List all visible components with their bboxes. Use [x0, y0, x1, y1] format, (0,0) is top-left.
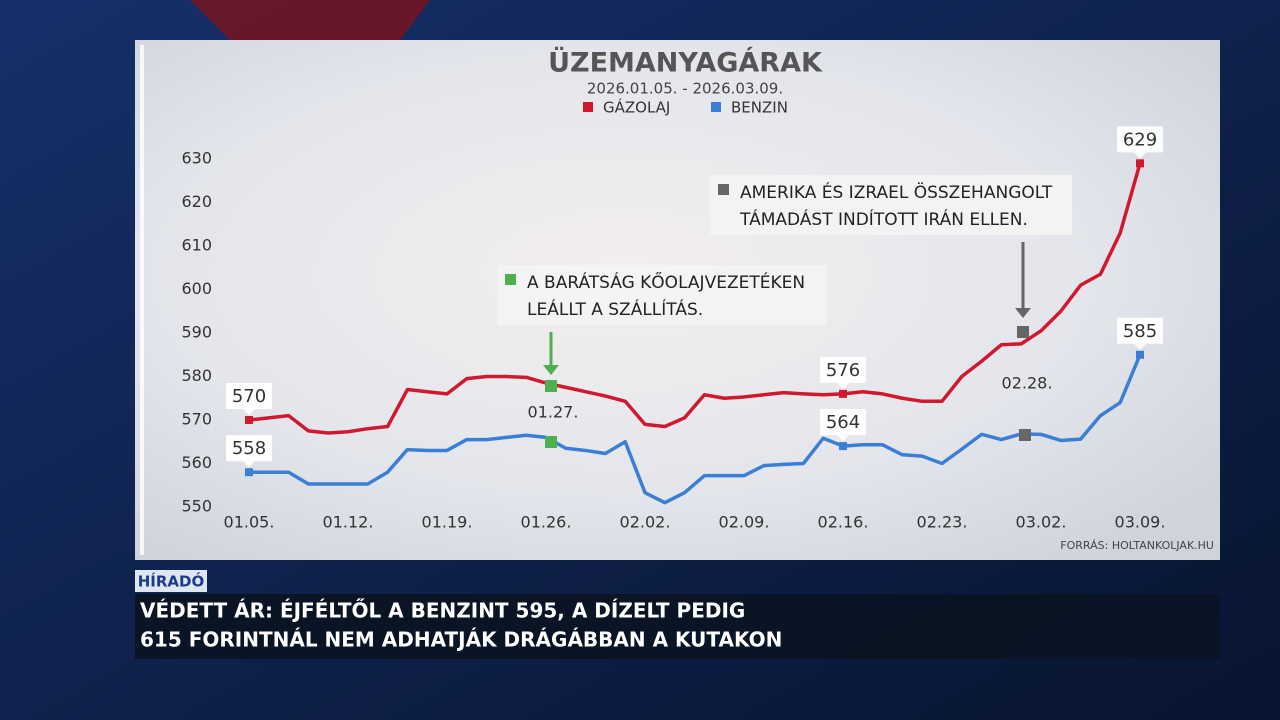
news-bar	[135, 594, 1220, 659]
x-tick-label: 01.05.	[224, 513, 275, 532]
annotation-arrowhead	[543, 365, 559, 375]
y-tick-label: 560	[181, 453, 212, 472]
legend-label: GÁZOLAJ	[603, 98, 670, 117]
annotation-box	[497, 265, 827, 325]
chart-subtitle: 2026.01.05. - 2026.03.09.	[587, 80, 783, 98]
point-marker	[839, 389, 847, 398]
point-marker	[1136, 350, 1144, 359]
x-tick-label: 01.26.	[521, 513, 572, 532]
x-tick-label: 01.19.	[422, 513, 473, 532]
y-tick-label: 570	[181, 410, 212, 429]
value-label-pointer	[837, 382, 849, 389]
event-marker	[545, 436, 557, 448]
x-tick-label: 01.12.	[323, 513, 374, 532]
value-label-bg	[226, 383, 272, 409]
news-label-bg	[135, 570, 207, 592]
chart-title: ÜZEMANYAGÁRAK	[548, 46, 823, 79]
y-tick-label: 630	[181, 149, 212, 168]
value-label-bg	[1117, 126, 1163, 153]
value-label-pointer	[1134, 343, 1146, 350]
x-tick-label: 02.09.	[719, 513, 770, 532]
annotation-arrowhead	[1015, 308, 1031, 318]
x-tick-label: 03.09.	[1115, 513, 1166, 532]
event-marker	[545, 380, 557, 392]
y-tick-label: 610	[181, 236, 212, 255]
panel-edge	[140, 45, 144, 555]
legend-swatch	[711, 102, 721, 112]
series-line	[248, 162, 1142, 435]
point-marker	[245, 468, 253, 477]
x-tick-label: 02.23.	[917, 513, 968, 532]
value-label-pointer	[243, 461, 255, 468]
value-label: 570	[232, 386, 266, 407]
series-line	[249, 354, 1142, 505]
annotation-date: 02.28.	[1002, 374, 1053, 393]
legend-swatch	[583, 102, 593, 112]
y-tick-label: 590	[181, 323, 212, 342]
value-label: 564	[826, 412, 860, 433]
source: FORRÁS: HOLTANKOLJAK.HU	[1060, 539, 1214, 552]
annotation-box	[710, 175, 1072, 235]
value-label-bg	[820, 356, 866, 383]
value-label-bg	[226, 435, 272, 462]
annotation-date: 01.27.	[528, 403, 579, 422]
value-label-bg	[820, 409, 866, 436]
x-tick-label: 03.02.	[1016, 513, 1067, 532]
point-marker	[245, 416, 253, 424]
decor	[190, 0, 430, 40]
annotation-text: A BARÁTSÁG KŐOLAJVEZETÉKEN	[527, 271, 805, 293]
annotation-text: LEÁLLT A SZÁLLÍTÁS.	[527, 298, 703, 320]
value-label: 558	[232, 438, 266, 459]
news-line: VÉDETT ÁR: ÉJFÉLTŐL A BENZINT 595, A DÍZ…	[140, 599, 745, 623]
event-marker	[1019, 429, 1031, 441]
annotation-text: AMERIKA ÉS IZRAEL ÖSSZEHANGOLT	[740, 181, 1053, 203]
value-label-pointer	[837, 435, 849, 442]
value-label-pointer	[1134, 152, 1146, 159]
value-label-bg	[1117, 317, 1163, 344]
value-label: 585	[1123, 321, 1157, 342]
point-marker	[1136, 159, 1144, 168]
value-label: 576	[826, 360, 860, 381]
news-line: 615 FORINTNÁL NEM ADHATJÁK DRÁGÁBBAN A K…	[140, 628, 782, 652]
y-tick-label: 620	[181, 192, 212, 211]
value-label: 629	[1123, 129, 1157, 150]
y-tick-label: 580	[181, 366, 212, 385]
news-label: HÍRADÓ	[138, 572, 205, 591]
annotation-swatch	[505, 274, 516, 285]
x-tick-label: 02.16.	[818, 513, 869, 532]
plot: 550 560 570 580 590 600 610 620 630 01.05. 01.12. 0…	[181, 98, 1165, 532]
y-tick-label: 600	[181, 279, 212, 298]
annotation-text: TÁMADÁST INDÍTOTT IRÁN ELLEN.	[739, 208, 1028, 230]
point-marker	[839, 442, 847, 451]
annotation-swatch	[718, 184, 729, 195]
legend-label: BENZIN	[731, 99, 788, 117]
y-tick-label: 550	[181, 497, 212, 516]
event-marker	[1017, 326, 1029, 338]
value-label-pointer	[243, 409, 255, 415]
x-tick-label: 02.02.	[620, 513, 671, 532]
